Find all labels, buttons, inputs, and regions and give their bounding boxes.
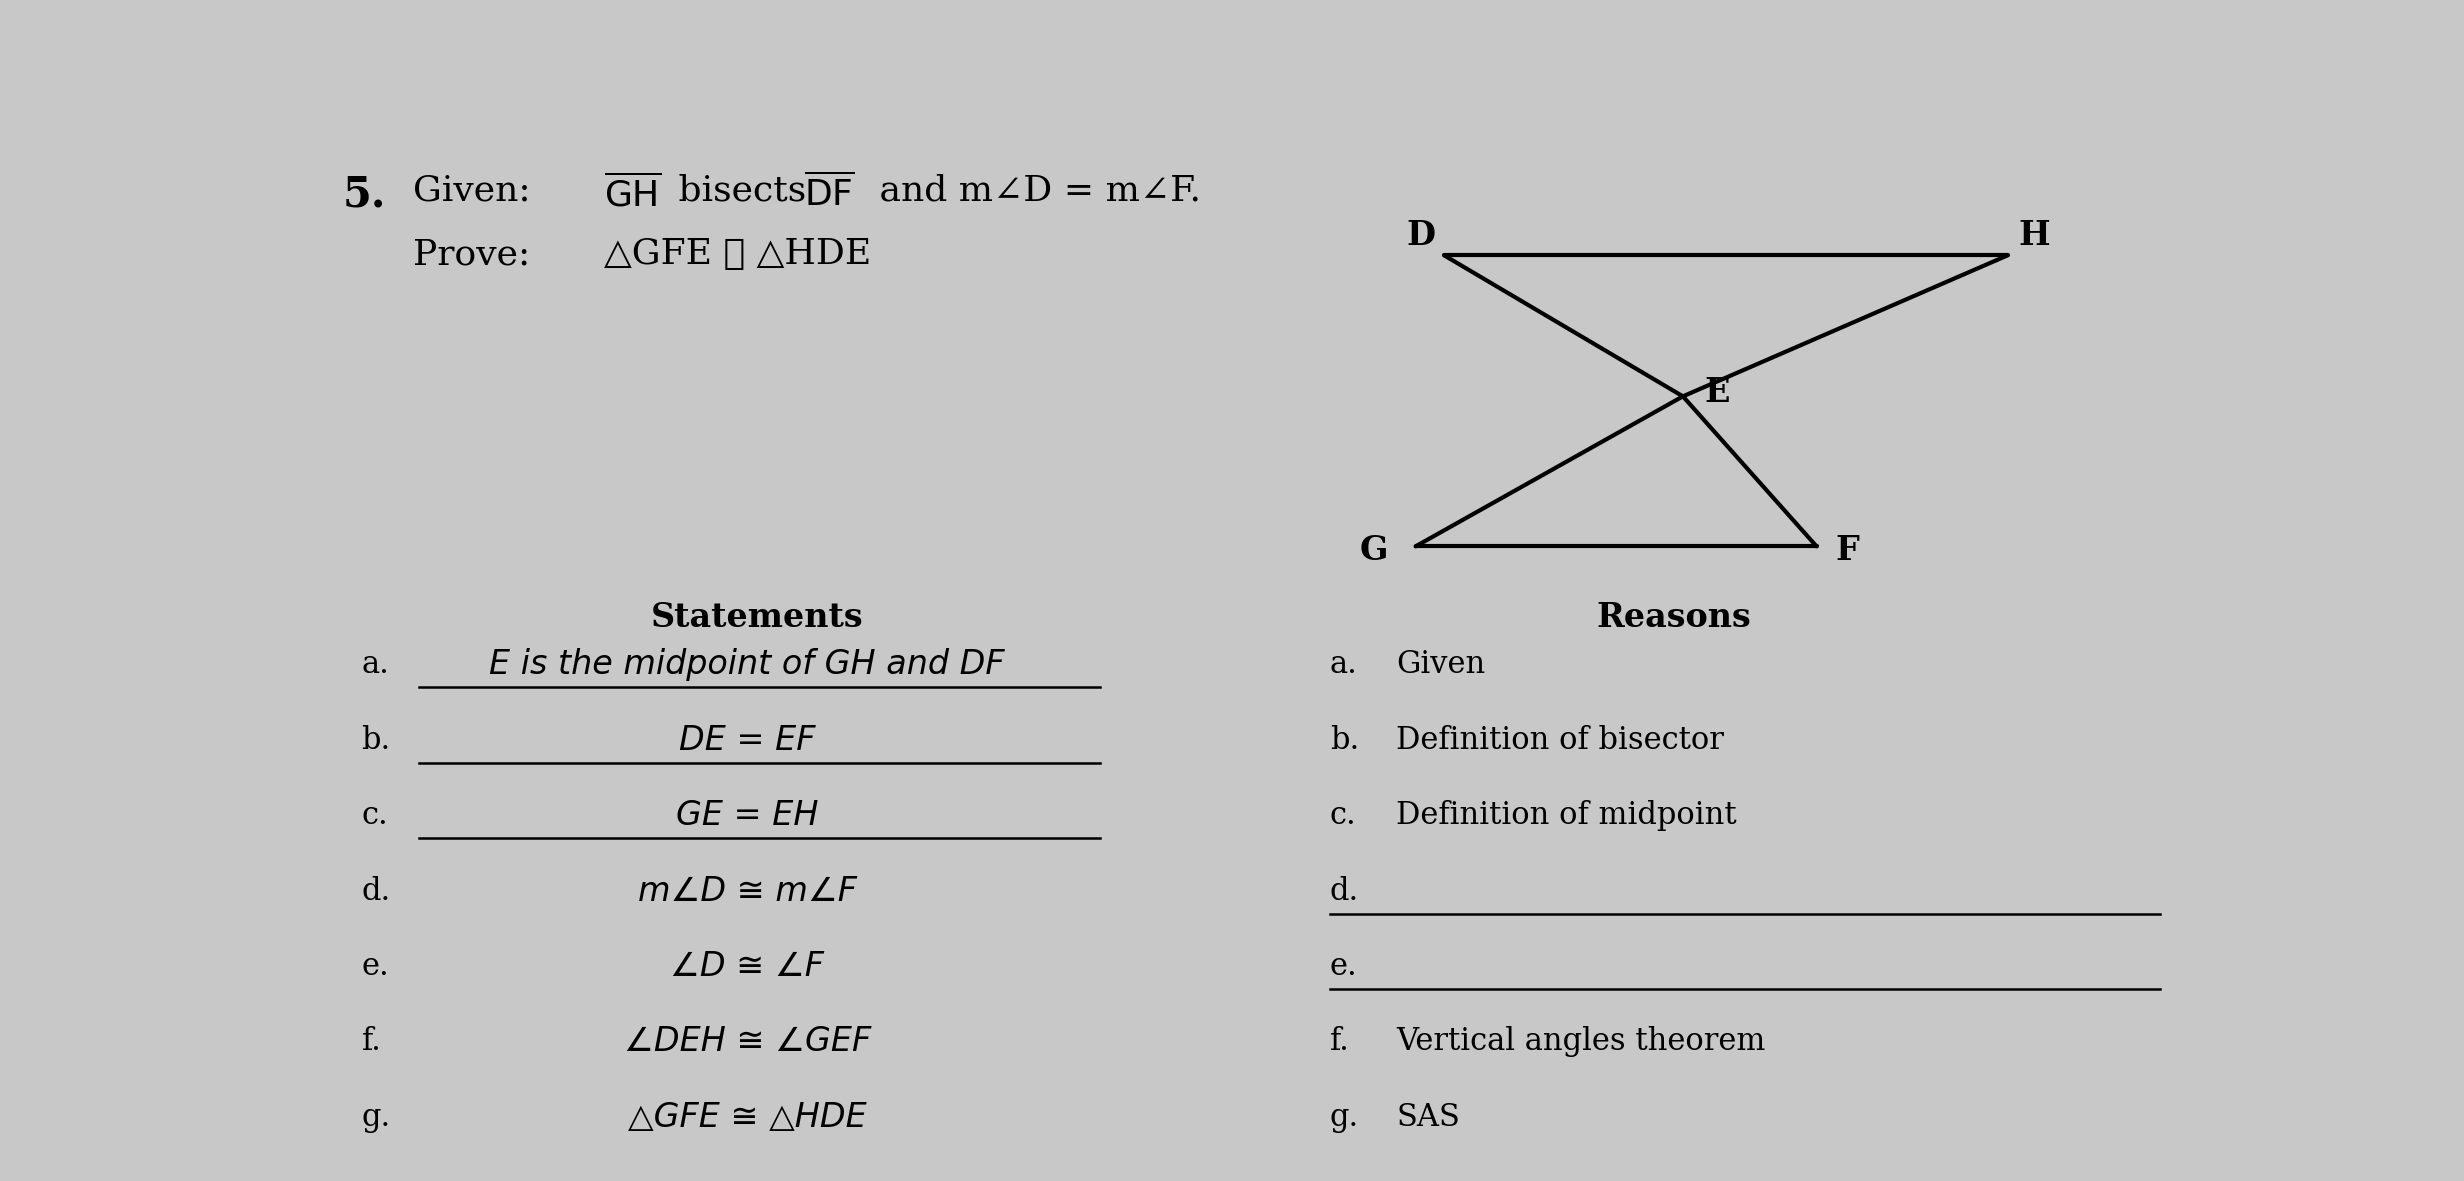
Text: ∠DEH ≅ ∠GEF: ∠DEH ≅ ∠GEF — [623, 1025, 870, 1058]
Text: d.: d. — [362, 875, 392, 907]
Text: G: G — [1360, 534, 1387, 567]
Text: $\overline{\mathrm{GH}}$: $\overline{\mathrm{GH}}$ — [604, 174, 660, 213]
Text: Given: Given — [1397, 650, 1486, 680]
Text: and m∠D = m∠F.: and m∠D = m∠F. — [867, 174, 1200, 208]
Text: a.: a. — [1331, 650, 1358, 680]
Text: △GFE ≅ △HDE: △GFE ≅ △HDE — [628, 1101, 867, 1134]
Text: Reasons: Reasons — [1597, 601, 1752, 634]
Text: ∠D ≅ ∠F: ∠D ≅ ∠F — [670, 950, 823, 983]
Text: E: E — [1705, 377, 1730, 409]
Text: DE = EF: DE = EF — [680, 724, 816, 757]
Text: b.: b. — [362, 725, 392, 756]
Text: SAS: SAS — [1397, 1102, 1461, 1133]
Text: F: F — [1836, 534, 1858, 567]
Text: m∠D ≅ m∠F: m∠D ≅ m∠F — [638, 875, 857, 907]
Text: D: D — [1407, 218, 1437, 252]
Text: c.: c. — [362, 800, 389, 831]
Text: GE = EH: GE = EH — [675, 800, 818, 833]
Text: Statements: Statements — [650, 601, 862, 634]
Text: g.: g. — [362, 1102, 392, 1133]
Text: Prove:: Prove: — [414, 237, 530, 272]
Text: f.: f. — [362, 1026, 382, 1057]
Text: d.: d. — [1331, 875, 1358, 907]
Text: Definition of bisector: Definition of bisector — [1397, 725, 1725, 756]
Text: 5.: 5. — [342, 174, 387, 216]
Text: △GFE ≅ △HDE: △GFE ≅ △HDE — [604, 237, 872, 272]
Text: Given:: Given: — [414, 174, 530, 208]
Text: bisects: bisects — [668, 174, 818, 208]
Text: e.: e. — [362, 951, 389, 983]
Text: E is the midpoint of GH and DF: E is the midpoint of GH and DF — [490, 648, 1005, 681]
Text: e.: e. — [1331, 951, 1358, 983]
Text: Definition of midpoint: Definition of midpoint — [1397, 800, 1737, 831]
Text: H: H — [2018, 218, 2050, 252]
Text: f.: f. — [1331, 1026, 1350, 1057]
Text: a.: a. — [362, 650, 389, 680]
Text: b.: b. — [1331, 725, 1358, 756]
Text: Vertical angles theorem: Vertical angles theorem — [1397, 1026, 1767, 1057]
Text: g.: g. — [1331, 1102, 1358, 1133]
Text: c.: c. — [1331, 800, 1355, 831]
Text: $\overline{\mathrm{DF}}$: $\overline{\mathrm{DF}}$ — [803, 174, 855, 213]
